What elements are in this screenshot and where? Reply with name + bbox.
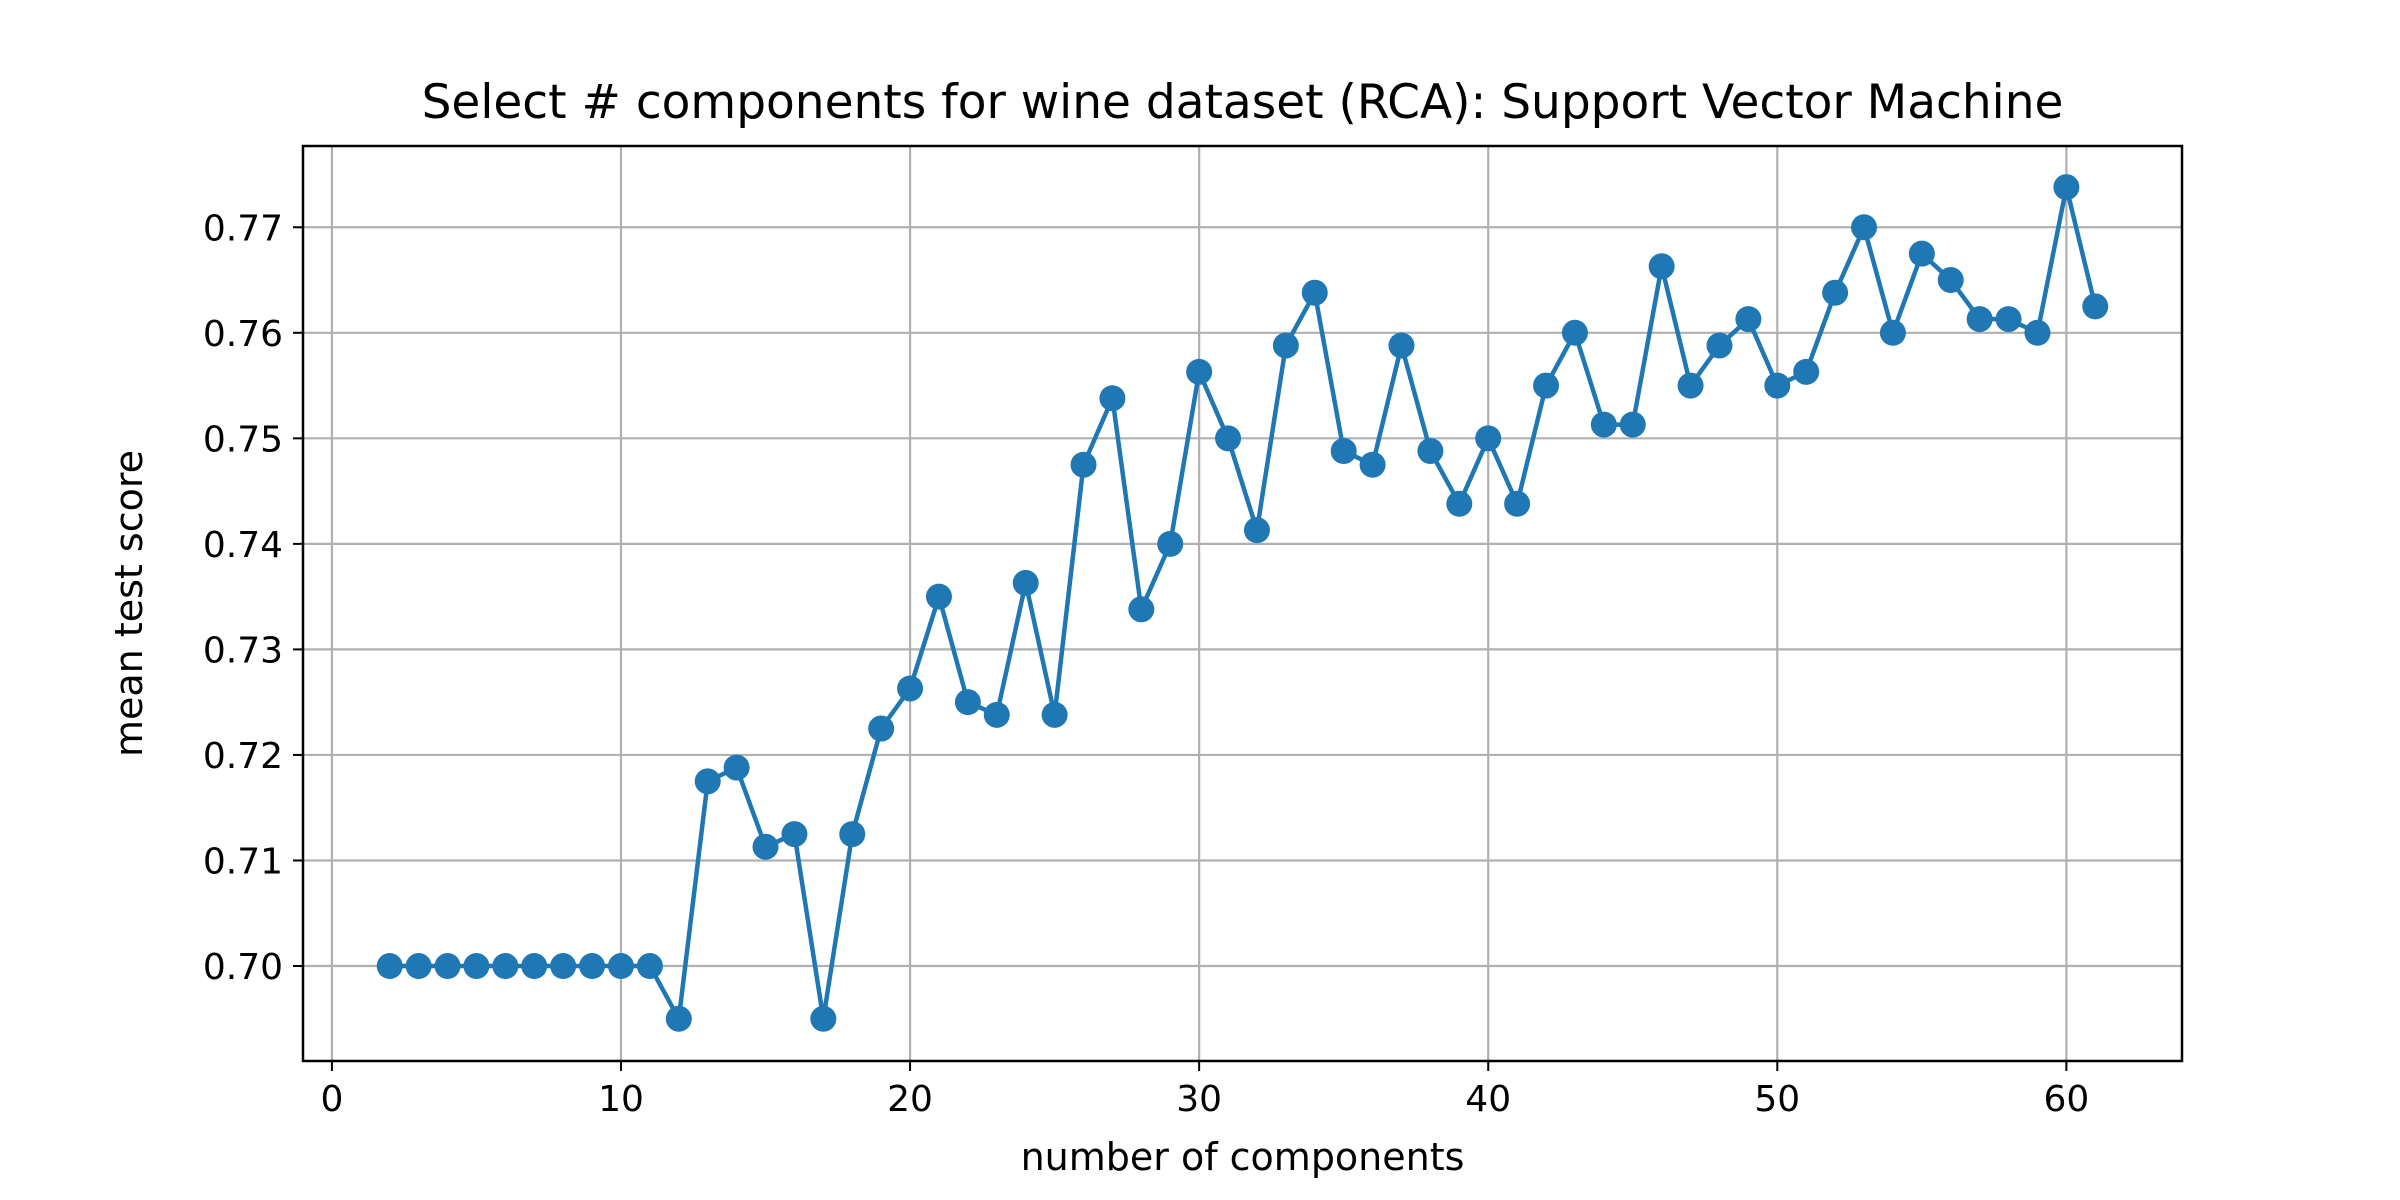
data-point	[723, 754, 750, 781]
x-tick-label: 30	[1176, 1079, 1222, 1120]
x-tick-label: 60	[2043, 1079, 2089, 1120]
data-point	[1388, 332, 1415, 359]
data-point	[1706, 332, 1733, 359]
y-tick-label: 0.71	[203, 841, 283, 882]
data-point	[1822, 279, 1849, 306]
data-point	[376, 953, 403, 980]
data-point	[2024, 319, 2051, 346]
data-point	[607, 953, 634, 980]
data-point	[1908, 240, 1935, 267]
data-point	[752, 833, 779, 860]
data-point	[1446, 490, 1473, 517]
data-point	[636, 953, 663, 980]
data-point	[810, 1005, 837, 1032]
series-layer	[376, 174, 2109, 1032]
x-tick-label: 20	[887, 1079, 933, 1120]
data-point	[1215, 425, 1242, 452]
x-tick-label: 10	[598, 1079, 644, 1120]
data-point	[1012, 569, 1039, 596]
data-point	[1648, 253, 1675, 280]
data-point	[1735, 306, 1762, 333]
data-point	[1504, 490, 1531, 517]
data-point	[1041, 701, 1068, 728]
data-point	[1590, 411, 1617, 438]
data-point	[1677, 372, 1704, 399]
y-tick-label: 0.74	[203, 525, 283, 566]
data-point	[781, 821, 808, 848]
y-tick-label: 0.76	[203, 314, 283, 355]
y-tick-label: 0.70	[203, 947, 283, 988]
data-point	[405, 953, 432, 980]
data-point	[1475, 425, 1502, 452]
data-point	[579, 953, 606, 980]
x-tick-label: 40	[1465, 1079, 1511, 1120]
data-point	[694, 768, 721, 795]
y-tick-label: 0.77	[203, 208, 283, 249]
data-point	[1243, 517, 1270, 544]
data-point	[665, 1005, 692, 1032]
data-point	[492, 953, 519, 980]
data-point	[1186, 358, 1213, 385]
x-tick-label: 0	[320, 1079, 343, 1120]
data-point	[1619, 411, 1646, 438]
y-axis-title: mean test score	[107, 450, 151, 757]
x-axis-title: number of components	[1021, 1135, 1465, 1179]
plot-frame	[301, 144, 2184, 1063]
data-point	[1879, 319, 1906, 346]
data-point	[1995, 306, 2022, 333]
data-point	[434, 953, 461, 980]
data-point	[1301, 279, 1328, 306]
y-tick-label: 0.73	[203, 630, 283, 671]
data-point	[1330, 438, 1357, 464]
data-point	[1099, 385, 1126, 412]
y-tick-label: 0.72	[203, 736, 283, 777]
data-point	[1533, 372, 1560, 399]
data-point	[1157, 530, 1184, 557]
data-point	[897, 675, 924, 702]
data-point	[1272, 332, 1299, 359]
data-point	[1070, 451, 1097, 478]
data-point	[463, 953, 490, 980]
data-point	[868, 715, 895, 742]
data-point	[1128, 596, 1155, 623]
data-point	[1793, 358, 1820, 385]
y-tick-label: 0.75	[203, 419, 283, 460]
axis-ticks: 0 10 20 30 40 50 60 0.70 0.71 0.72 0.73 0.74 0.75 0.7…	[203, 208, 2089, 1120]
x-tick-label: 50	[1754, 1079, 1800, 1120]
data-point	[2053, 174, 2080, 201]
data-point	[550, 953, 577, 980]
data-point	[1764, 372, 1791, 399]
data-point	[1561, 319, 1588, 346]
data-point	[1851, 214, 1878, 241]
data-point	[983, 701, 1010, 728]
data-point	[2082, 293, 2109, 320]
data-point	[1417, 438, 1444, 464]
data-point	[1359, 451, 1386, 478]
data-point	[1937, 267, 1964, 294]
data-point	[925, 583, 952, 610]
data-point	[1966, 306, 1993, 333]
data-point	[839, 821, 866, 848]
data-point	[521, 953, 548, 980]
chart-title: Select # components for wine dataset (RC…	[422, 75, 2064, 130]
data-point	[954, 689, 981, 716]
